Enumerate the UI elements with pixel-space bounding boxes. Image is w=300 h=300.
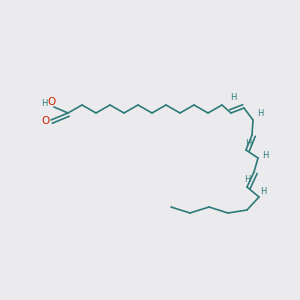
Text: H: H: [244, 176, 250, 184]
Text: H: H: [260, 188, 266, 196]
Text: H: H: [257, 109, 263, 118]
Text: O: O: [48, 97, 56, 107]
Text: H: H: [41, 98, 47, 107]
Text: O: O: [42, 116, 50, 126]
Text: H: H: [230, 92, 236, 101]
Text: H: H: [245, 139, 251, 148]
Text: H: H: [262, 151, 268, 160]
